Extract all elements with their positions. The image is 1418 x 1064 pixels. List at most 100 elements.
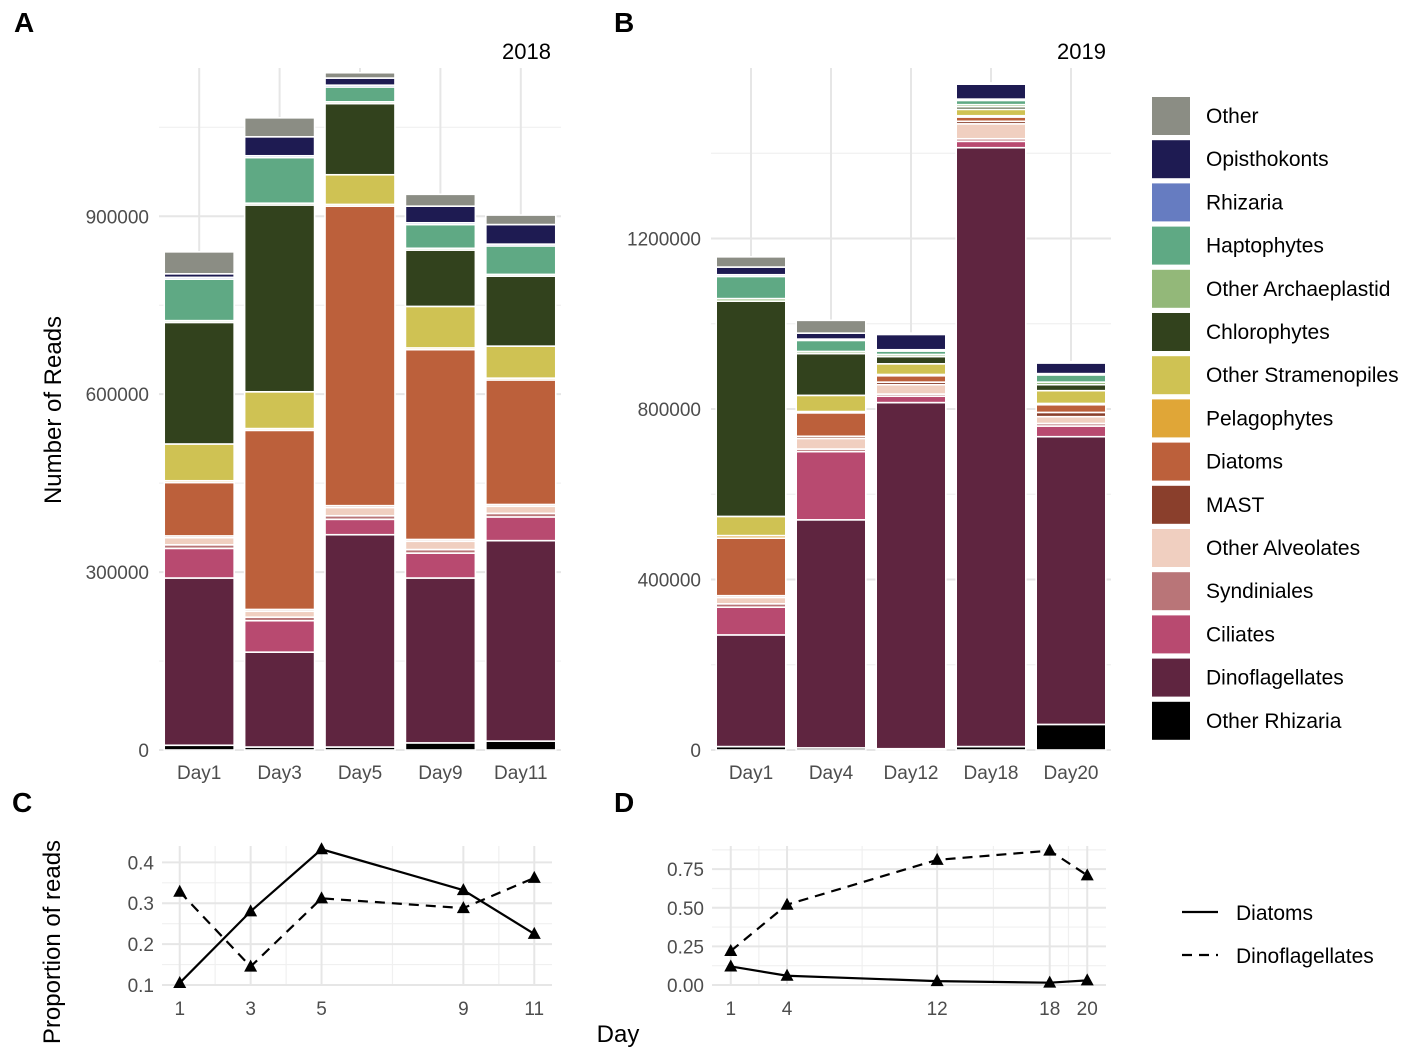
bar-segment-day11-chlorophytes	[485, 275, 557, 347]
panel-letter-a: A	[14, 7, 34, 38]
x-tick-label-day1: Day1	[729, 763, 773, 784]
legend-swatch-other-archaeplastid	[1152, 269, 1190, 308]
series-line-dinoflagellates	[178, 876, 535, 969]
bar-segment-day20-other	[1035, 360, 1107, 364]
day-x-axis-title: Day	[597, 1021, 640, 1048]
bar-segment-day1-haptophytes	[715, 275, 787, 300]
legend-label-diatoms: Diatoms	[1206, 451, 1283, 474]
marker-diatoms-day-3	[244, 904, 258, 917]
bar-segment-day1-dinoflagellates	[163, 577, 235, 747]
x-tick-label: 4	[782, 999, 793, 1020]
bar-segment-day1-other-alveolates	[715, 596, 787, 605]
marker-dinoflagellates-day-4	[780, 897, 794, 910]
bar-segment-day12-diatoms	[875, 374, 947, 383]
marker-dinoflagellates-day-1	[724, 944, 738, 957]
y-tick-label: 0.75	[667, 860, 704, 881]
bar-segment-day5-opisthokonts	[324, 77, 396, 86]
marker-diatoms-day-4	[780, 968, 794, 981]
panel-a-year-title: 2018	[502, 39, 551, 64]
bar-segment-day9-diatoms	[404, 348, 477, 541]
legend-swatch-diatoms	[1152, 442, 1190, 481]
bar-segment-day1-diatoms	[715, 537, 787, 597]
y-tick-label: 0.00	[667, 976, 704, 997]
y-tick-label: 0.4	[128, 853, 155, 874]
x-tick-label-day4: Day4	[809, 763, 854, 784]
panel-letter-d: D	[614, 787, 634, 818]
panel-letter-c: C	[12, 787, 32, 818]
bar-segment-day12-other-stramenopiles	[875, 363, 947, 376]
panel-d-y-ticks: 0.00 0.25 0.50 0.75	[667, 860, 704, 997]
bar-segment-day4-diatoms	[795, 412, 867, 438]
bar-segment-day9-chlorophytes	[404, 249, 477, 308]
bar-segment-day11-other-alveolates	[485, 505, 557, 515]
bar-segment-day4-ciliates	[795, 450, 867, 521]
y-tick-label: 0	[138, 741, 149, 762]
bar-segment-day11-other-rhizaria	[485, 740, 557, 751]
bar-segment-day3-ciliates	[243, 619, 316, 653]
bar-segment-day18-other	[955, 82, 1027, 85]
bar-segment-day1-dinoflagellates	[715, 634, 787, 748]
bar-segment-day12-other-alveolates	[875, 383, 947, 395]
bar-segment-day1-ciliates	[163, 547, 235, 579]
y-tick-label: 0.50	[667, 899, 704, 920]
bar-segment-day3-other-alveolates	[243, 610, 316, 618]
marker-diatoms-day-11	[527, 926, 541, 939]
bar-segment-day11-ciliates	[485, 516, 557, 542]
panel-a-bars	[163, 71, 557, 751]
legend-swatch-other-alveolates	[1152, 529, 1190, 567]
bar-segment-day5-other	[324, 71, 396, 79]
bar-segment-day9-other-rhizaria	[404, 742, 477, 751]
marker-dinoflagellates-day-18	[1043, 843, 1057, 856]
legend-label-opisthokonts: Opisthokonts	[1206, 148, 1329, 171]
x-tick-label: 20	[1077, 999, 1098, 1020]
bar-segment-day12-other	[875, 332, 947, 336]
legend-label-mast: MAST	[1206, 494, 1265, 517]
marker-diatoms-day-9	[456, 883, 470, 896]
marker-diatoms-day-1	[724, 959, 738, 972]
bar-segment-day20-diatoms	[1035, 403, 1107, 414]
panel-d: D 0.00 0.25 0.50 0.75 1 4 12 18 20	[614, 787, 1106, 1020]
legend-swatch-pelagophytes	[1152, 399, 1190, 438]
bar-segment-day9-ciliates	[404, 552, 477, 579]
legend-swatch-ciliates	[1152, 615, 1190, 654]
x-tick-label: 1	[174, 999, 185, 1020]
legend-swatch-chlorophytes	[1152, 313, 1190, 351]
x-tick-label-day1: Day1	[177, 763, 221, 784]
bar-segment-day4-other-stramenopiles	[795, 394, 867, 413]
marker-dinoflagellates-day-9	[456, 901, 470, 914]
bar-segment-day20-dinoflagellates	[1035, 435, 1107, 726]
legend-label-pelagophytes: Pelagophytes	[1206, 407, 1333, 430]
panel-d-lines	[724, 843, 1094, 988]
bar-segment-day20-ciliates	[1035, 425, 1107, 438]
bar-segment-day1-opisthokonts	[715, 266, 787, 276]
panel-letter-b: B	[614, 7, 634, 38]
bar-segment-day1-chlorophytes	[163, 321, 235, 445]
bar-segment-day11-dinoflagellates	[485, 539, 557, 742]
series-line-dinoflagellates	[730, 849, 1088, 952]
bar-segment-day18-other-stramenopiles	[955, 108, 1027, 117]
bar-segment-day9-opisthokonts	[404, 205, 477, 224]
bar-segment-day11-other	[485, 214, 557, 226]
x-tick-label: 9	[458, 999, 469, 1020]
bar-segment-day1-other	[163, 251, 235, 275]
legend-line-label-dinoflagellates: Dinoflagellates	[1236, 945, 1374, 968]
legend-label-haptophytes: Haptophytes	[1206, 235, 1324, 258]
bar-segment-day5-chlorophytes	[324, 102, 396, 176]
bar-segment-day3-haptophytes	[243, 156, 316, 205]
panel-c-x-ticks: 1 3 5 9 11	[174, 999, 544, 1020]
marker-dinoflagellates-day-1	[173, 884, 187, 897]
x-tick-label-day3: Day3	[257, 763, 301, 784]
legend-label-rhizaria: Rhizaria	[1206, 191, 1283, 214]
y-tick-label: 0.2	[128, 935, 154, 956]
bar-segment-day4-opisthokonts	[795, 332, 867, 340]
panel-b-x-ticks: Day1 Day4 Day12 Day18 Day20	[729, 763, 1099, 784]
x-tick-label-day11: Day11	[494, 763, 548, 784]
legend-swatch-syndiniales	[1152, 572, 1190, 611]
legend-label-other-archaeplastid: Other Archaeplastid	[1206, 278, 1390, 301]
bar-segment-day5-other-stramenopiles	[324, 173, 396, 206]
marker-diatoms-day-1	[173, 975, 187, 988]
legend-label-syndiniales: Syndiniales	[1206, 580, 1313, 603]
series-line-diatoms	[178, 848, 535, 984]
